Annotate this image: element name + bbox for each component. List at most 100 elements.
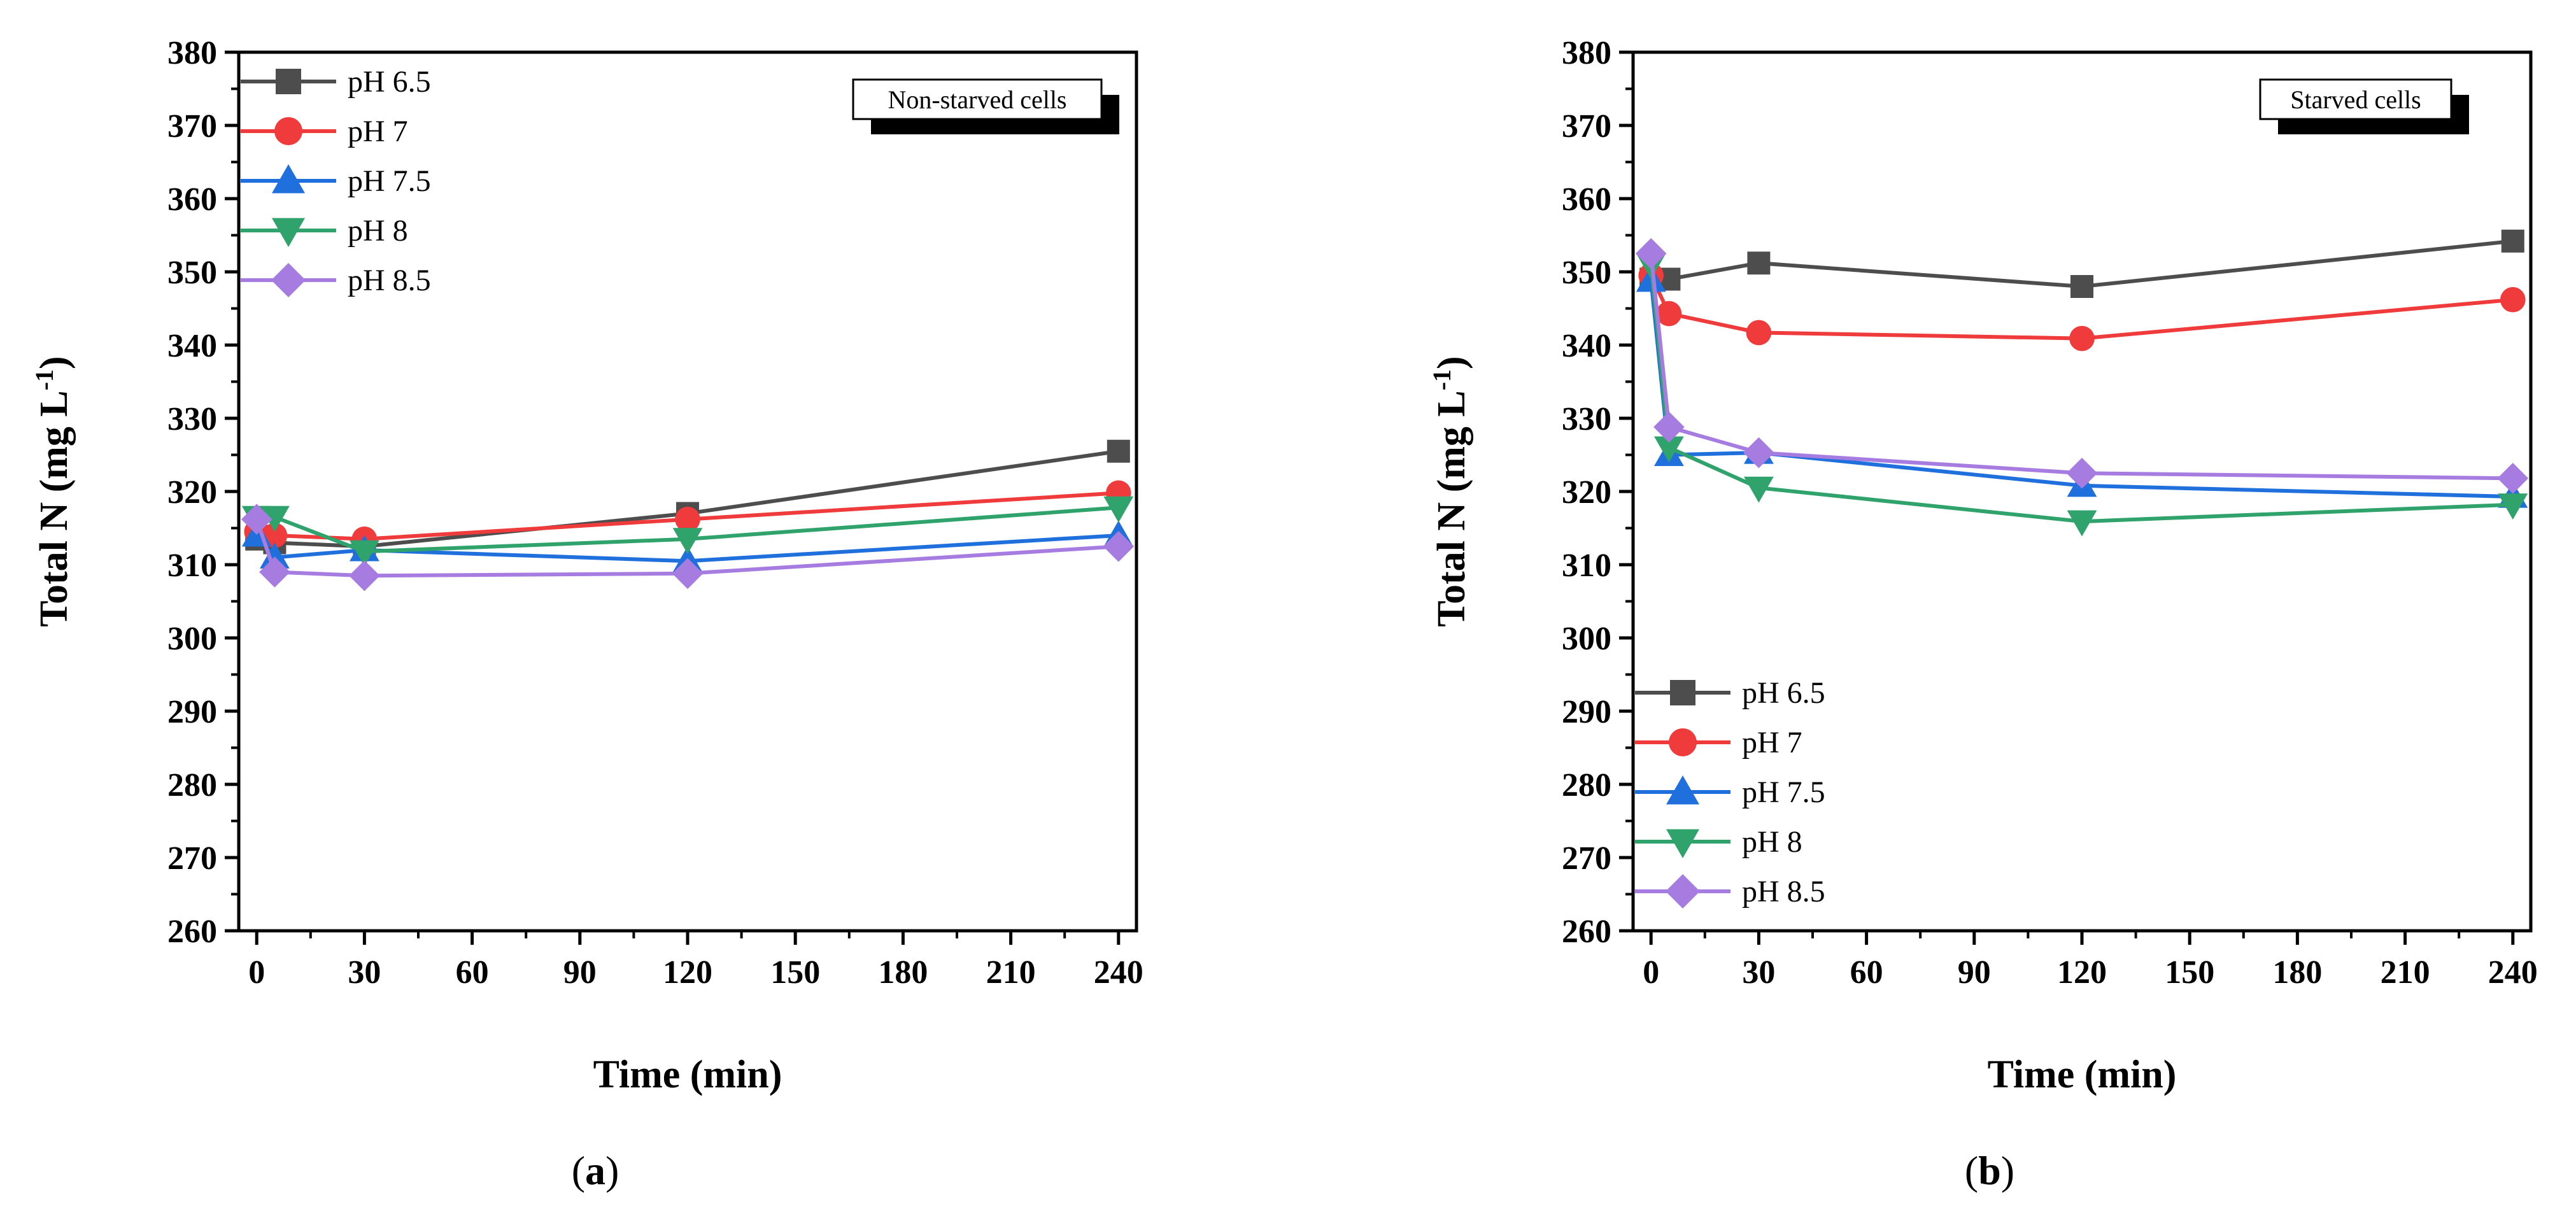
y-tick-label: 370 bbox=[1562, 108, 1611, 145]
legend-marker bbox=[1666, 775, 1699, 805]
legend-marker bbox=[272, 164, 305, 194]
data-point bbox=[675, 506, 700, 532]
legend-marker bbox=[1670, 680, 1695, 705]
chart-panel-b: 260 270 280 290 300 310 320 330 340 350 360 370 380 0… bbox=[1427, 35, 2538, 1193]
x-tick-label: 60 bbox=[1850, 954, 1883, 991]
data-point bbox=[1103, 530, 1135, 562]
annotation-text: Non-starved cells bbox=[888, 85, 1066, 114]
y-tick-label: 320 bbox=[1562, 474, 1611, 511]
data-point bbox=[2501, 229, 2524, 253]
data-point bbox=[2069, 325, 2095, 351]
data-point bbox=[1653, 411, 1685, 443]
legend-item: pH 8.5 bbox=[1635, 874, 1825, 908]
data-point bbox=[1635, 237, 1667, 269]
y-axis-title-main: Total N (mg L bbox=[32, 390, 76, 626]
legend-label: pH 7.5 bbox=[1742, 775, 1825, 809]
panel-label-close: ) bbox=[605, 1148, 619, 1193]
data-point bbox=[259, 556, 290, 588]
y-axis-title: Total N (mg L-1) bbox=[1427, 356, 1474, 626]
y-tick-label: 300 bbox=[167, 621, 217, 657]
x-tick-label: 30 bbox=[348, 954, 381, 991]
panel-label: (a) bbox=[572, 1148, 619, 1193]
x-tick-label: 120 bbox=[2057, 954, 2107, 991]
y-tick-label: 350 bbox=[167, 255, 217, 291]
y-tick-label: 360 bbox=[167, 181, 217, 218]
x-tick-label: 240 bbox=[2488, 954, 2538, 991]
y-tick-label: 290 bbox=[1562, 694, 1611, 730]
x-tick-label: 210 bbox=[2381, 954, 2430, 991]
x-axis-title: Time (min) bbox=[593, 1053, 782, 1096]
y-tick-label: 270 bbox=[167, 840, 217, 877]
legend-item: pH 7.5 bbox=[1635, 775, 1825, 809]
legend-item: pH 8 bbox=[1635, 825, 1802, 859]
data-point bbox=[260, 505, 290, 532]
y-tick-label: 350 bbox=[1562, 255, 1611, 291]
data-point bbox=[1656, 300, 1682, 327]
data-point bbox=[672, 528, 703, 555]
legend-item: pH 7.5 bbox=[241, 164, 431, 198]
legend-marker bbox=[1666, 874, 1700, 908]
y-tick-label: 370 bbox=[167, 108, 217, 145]
legend-item: pH 6.5 bbox=[1635, 676, 1825, 710]
data-point bbox=[672, 558, 704, 590]
y-axis-title: Total N (mg L-1) bbox=[30, 356, 76, 626]
x-tick-label: 240 bbox=[1094, 954, 1143, 991]
legend-item: pH 7 bbox=[241, 115, 408, 148]
panel-label-letter: a bbox=[585, 1148, 605, 1193]
y-tick-label: 330 bbox=[167, 401, 217, 437]
x-tick-label: 210 bbox=[986, 954, 1036, 991]
legend-marker bbox=[1666, 829, 1699, 858]
x-tick-label: 150 bbox=[2165, 954, 2214, 991]
legend-item: pH 6.5 bbox=[241, 65, 431, 99]
data-point bbox=[1103, 496, 1134, 523]
data-point bbox=[2070, 275, 2093, 298]
annotation-box bbox=[852, 78, 1103, 120]
legend-marker bbox=[271, 263, 306, 297]
y-tick-label: 260 bbox=[1562, 914, 1611, 950]
y-axis-title-tail: ) bbox=[32, 356, 76, 369]
data-point bbox=[260, 542, 290, 569]
y-tick-label: 270 bbox=[1562, 840, 1611, 877]
data-point bbox=[1654, 436, 1684, 463]
annotation-text: Starved cells bbox=[2290, 85, 2421, 114]
data-point bbox=[2497, 463, 2529, 494]
data-point bbox=[2066, 457, 2098, 489]
legend-label: pH 8 bbox=[1742, 825, 1802, 859]
data-point bbox=[2500, 286, 2526, 313]
legend-label: pH 6.5 bbox=[348, 65, 431, 99]
legend-label: pH 7.5 bbox=[348, 164, 431, 198]
x-tick-label: 30 bbox=[1742, 954, 1775, 991]
legend-item: pH 8.5 bbox=[241, 263, 431, 297]
data-point bbox=[1744, 476, 1774, 503]
y-tick-label: 380 bbox=[167, 35, 217, 71]
legend-label: pH 6.5 bbox=[1742, 676, 1825, 710]
data-point bbox=[2067, 510, 2097, 537]
x-axis-title: Time (min) bbox=[1988, 1053, 2177, 1096]
x-tick-label: 90 bbox=[563, 954, 597, 991]
y-tick-label: 260 bbox=[167, 914, 217, 950]
legend-item: pH 7 bbox=[1635, 726, 1802, 760]
x-tick-label: 0 bbox=[248, 954, 265, 991]
y-tick-label: 330 bbox=[1562, 401, 1611, 437]
y-tick-label: 360 bbox=[1562, 181, 1611, 218]
legend-label: pH 8.5 bbox=[1742, 875, 1825, 908]
chart-panel-a: 260 270 280 290 300 310 320 330 340 350 360 370 380 0… bbox=[30, 35, 1143, 1193]
y-axis-title-main: Total N (mg L bbox=[1430, 390, 1473, 626]
panel-label-open: ( bbox=[572, 1148, 585, 1193]
annotation-box bbox=[2259, 78, 2452, 120]
y-tick-label: 280 bbox=[167, 767, 217, 803]
legend-marker bbox=[276, 69, 301, 94]
legend-label: pH 8 bbox=[348, 214, 408, 248]
data-point bbox=[1743, 437, 1774, 469]
legend-item: pH 8 bbox=[241, 214, 408, 248]
legend-label: pH 7 bbox=[1742, 726, 1802, 760]
data-point bbox=[2498, 493, 2528, 520]
y-tick-label: 320 bbox=[167, 474, 217, 511]
panel-label: (b) bbox=[1965, 1148, 2014, 1193]
data-point bbox=[349, 560, 380, 591]
panel-label-close: ) bbox=[2001, 1148, 2014, 1193]
y-tick-label: 340 bbox=[1562, 328, 1611, 364]
panel-label-open: ( bbox=[1965, 1148, 1978, 1193]
x-tick-label: 120 bbox=[663, 954, 712, 991]
